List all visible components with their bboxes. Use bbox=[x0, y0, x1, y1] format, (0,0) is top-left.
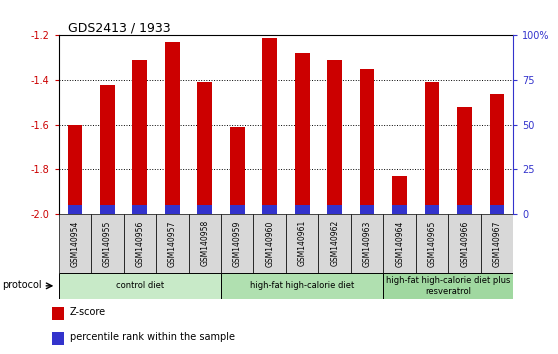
Bar bbox=[156, 214, 189, 273]
Bar bbox=[68, 205, 82, 214]
Bar bbox=[295, 53, 310, 214]
Text: GSM140966: GSM140966 bbox=[460, 220, 469, 267]
Bar bbox=[230, 127, 244, 214]
Bar bbox=[458, 107, 472, 214]
Text: GSM140963: GSM140963 bbox=[363, 220, 372, 267]
Bar bbox=[52, 307, 64, 320]
Text: GSM140957: GSM140957 bbox=[168, 220, 177, 267]
Text: protocol: protocol bbox=[3, 280, 42, 290]
Bar bbox=[198, 82, 212, 214]
Bar bbox=[360, 69, 374, 214]
Bar bbox=[100, 85, 114, 214]
Bar bbox=[360, 205, 374, 214]
Bar bbox=[123, 214, 156, 273]
Bar bbox=[490, 205, 504, 214]
Bar bbox=[425, 205, 440, 214]
Text: GSM140967: GSM140967 bbox=[493, 220, 502, 267]
Bar bbox=[132, 205, 147, 214]
Bar bbox=[100, 205, 114, 214]
Bar bbox=[198, 205, 212, 214]
Text: control diet: control diet bbox=[116, 281, 164, 290]
Text: GSM140964: GSM140964 bbox=[395, 220, 404, 267]
Bar bbox=[392, 176, 407, 214]
Text: GSM140954: GSM140954 bbox=[70, 220, 79, 267]
Text: GSM140958: GSM140958 bbox=[200, 220, 209, 267]
Text: high-fat high-calorie diet plus
resveratrol: high-fat high-calorie diet plus resverat… bbox=[386, 276, 511, 296]
Bar bbox=[262, 205, 277, 214]
Text: GSM140961: GSM140961 bbox=[298, 220, 307, 267]
Bar bbox=[221, 214, 253, 273]
Bar bbox=[59, 273, 221, 299]
Bar bbox=[392, 205, 407, 214]
Bar bbox=[383, 273, 513, 299]
Bar bbox=[449, 214, 481, 273]
Bar bbox=[165, 42, 180, 214]
Bar bbox=[458, 205, 472, 214]
Bar bbox=[165, 205, 180, 214]
Bar bbox=[490, 93, 504, 214]
Bar bbox=[59, 214, 91, 273]
Text: GDS2413 / 1933: GDS2413 / 1933 bbox=[68, 21, 170, 34]
Bar bbox=[132, 60, 147, 214]
Bar bbox=[319, 214, 351, 273]
Bar bbox=[383, 214, 416, 273]
Bar bbox=[230, 205, 244, 214]
Bar bbox=[221, 273, 383, 299]
Text: GSM140960: GSM140960 bbox=[265, 220, 274, 267]
Bar bbox=[91, 214, 123, 273]
Bar bbox=[481, 214, 513, 273]
Text: GSM140959: GSM140959 bbox=[233, 220, 242, 267]
Text: GSM140962: GSM140962 bbox=[330, 220, 339, 267]
Bar bbox=[52, 332, 64, 345]
Text: Z-score: Z-score bbox=[70, 307, 106, 317]
Bar bbox=[416, 214, 449, 273]
Bar bbox=[68, 125, 82, 214]
Bar bbox=[351, 214, 383, 273]
Bar bbox=[262, 38, 277, 214]
Bar bbox=[253, 214, 286, 273]
Bar bbox=[189, 214, 221, 273]
Bar bbox=[328, 60, 342, 214]
Bar bbox=[295, 205, 310, 214]
Text: GSM140956: GSM140956 bbox=[135, 220, 145, 267]
Text: GSM140965: GSM140965 bbox=[427, 220, 437, 267]
Bar bbox=[286, 214, 319, 273]
Text: high-fat high-calorie diet: high-fat high-calorie diet bbox=[250, 281, 354, 290]
Bar bbox=[425, 82, 440, 214]
Bar bbox=[328, 205, 342, 214]
Text: GSM140955: GSM140955 bbox=[103, 220, 112, 267]
Text: percentile rank within the sample: percentile rank within the sample bbox=[70, 332, 235, 342]
